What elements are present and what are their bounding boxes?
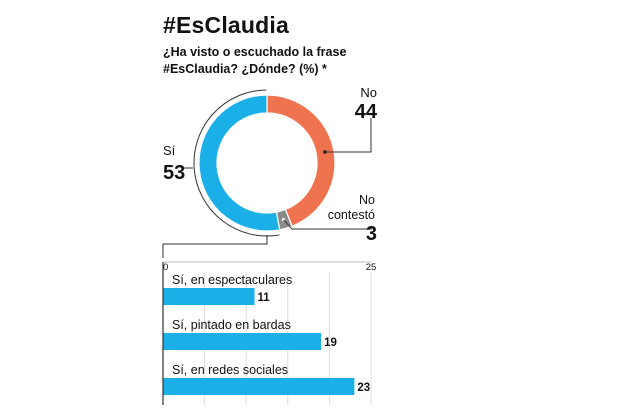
si-value: 53	[163, 162, 185, 184]
si-bracket-arc	[193, 89, 280, 237]
bar-value-label: 19	[324, 337, 337, 349]
no-leader-line	[324, 118, 372, 153]
chart-title: #EsClaudia	[163, 12, 289, 38]
bar-category-label: Sí, en redes sociales	[172, 363, 288, 377]
nc-label-line1: No	[359, 193, 375, 207]
no-label: No	[360, 85, 377, 100]
nc-leader-line	[283, 219, 372, 230]
nc-value: 3	[366, 223, 377, 245]
donut-slice-s-	[198, 94, 281, 232]
x-tick-25: 25	[366, 262, 377, 273]
bar-value-label: 23	[357, 382, 370, 394]
no-value: 44	[355, 101, 378, 123]
si-label: Sí	[163, 143, 176, 158]
chart-subtitle: ¿Ha visto o escuchado la frase #EsClaudi…	[163, 45, 347, 76]
donut-slice-no	[266, 94, 336, 228]
bar-value-label: 11	[258, 292, 271, 304]
bar	[163, 333, 322, 350]
connector-line	[162, 235, 268, 258]
x-tick-0: 0	[163, 262, 168, 273]
bar-category-label: Sí, pintado en bardas	[172, 318, 291, 332]
bar-category-label: Sí, en espectaculares	[172, 273, 292, 287]
bar	[163, 288, 255, 305]
bar	[163, 378, 355, 395]
nc-label-line2: contestó	[328, 208, 375, 222]
